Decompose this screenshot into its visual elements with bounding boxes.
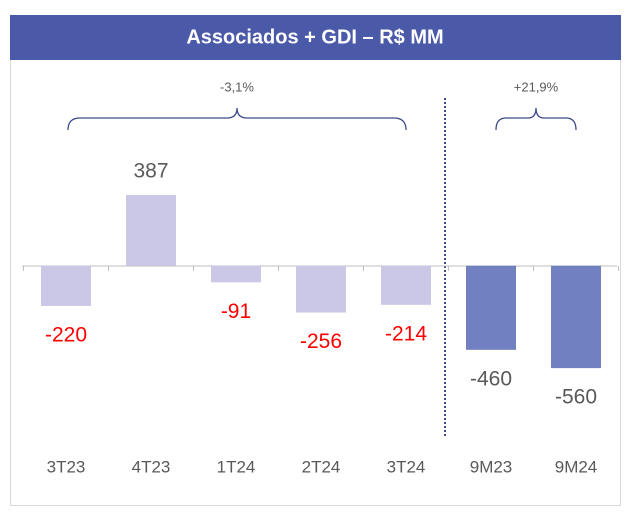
annotation: +21,9% [514,79,559,94]
bar [381,265,431,305]
annotation: -3,1% [220,79,254,94]
chart-title: Associados + GDI – R$ MM [186,26,443,48]
data-label: -460 [470,367,512,390]
data-label: -91 [221,300,251,323]
x-tick-label: 1T24 [217,457,256,476]
brace [495,107,577,131]
bar [466,265,516,350]
x-tick-label: 9M23 [470,457,513,476]
bar [41,265,91,306]
x-tick-label: 3T23 [47,457,86,476]
data-label: 387 [133,159,168,182]
data-label: -256 [300,330,342,353]
data-label: -214 [385,322,427,345]
x-tick-label: 2T24 [302,457,341,476]
data-label: -560 [555,386,597,409]
x-tick-label: 3T24 [387,457,426,476]
bar [551,265,601,369]
data-label: -220 [45,323,87,346]
bar [296,265,346,313]
bar [211,265,261,283]
title-bar [10,15,621,60]
x-tick-label: 9M24 [555,457,598,476]
bar [126,194,176,266]
x-tick-label: 4T23 [132,457,171,476]
brace [67,107,407,131]
